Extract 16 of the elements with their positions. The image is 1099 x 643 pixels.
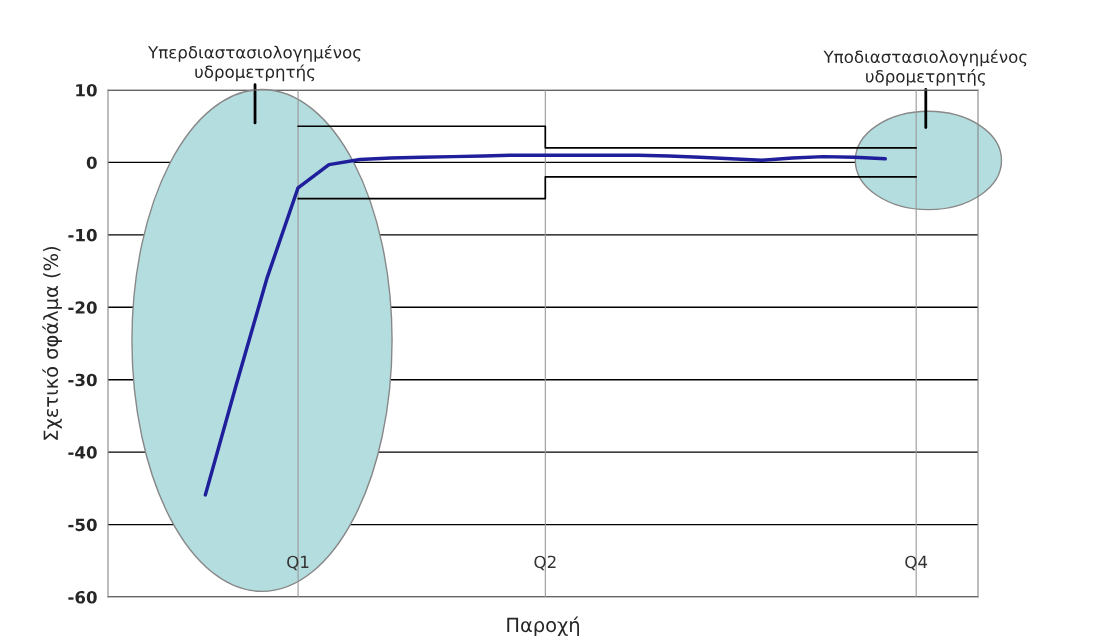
x-tick-label: Q4: [905, 555, 928, 571]
y-tick-label: -50: [68, 518, 97, 532]
y-tick-label: -10: [68, 228, 97, 242]
x-axis-title: Παροχή: [507, 616, 579, 637]
line-series: [203, 153, 888, 497]
y-axis-title: Σχετικό σφάλμα (%): [42, 247, 62, 440]
y-tick-label: -40: [68, 446, 97, 459]
y-tick-label: 10: [76, 83, 97, 97]
y-tick-label: -30: [68, 373, 97, 387]
y-tick-label: 0: [86, 156, 97, 169]
y-tick-label: -60: [68, 590, 97, 604]
x-tick-label: Q1: [287, 555, 309, 571]
text: Υπερδιαστασιολογημένος υδρομετρητής: [147, 44, 361, 82]
text: Υποδιαστασιολογημένος υδρομετρητής: [823, 49, 1027, 86]
y-tick-label: -20: [68, 301, 97, 314]
x-tick-label: Q2: [534, 555, 556, 571]
